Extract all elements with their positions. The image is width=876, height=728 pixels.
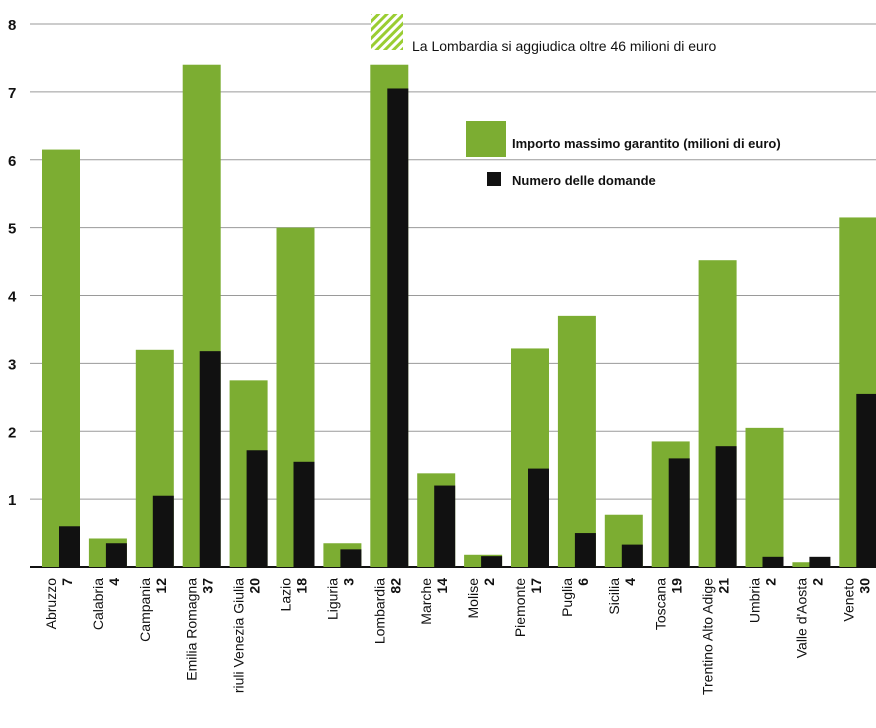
bar-importo-abruzzo <box>42 149 80 567</box>
bar-domande-trentino-alto-adige <box>715 446 737 567</box>
annotation: La Lombardia si aggiudica oltre 46 milio… <box>371 14 717 54</box>
legend-swatch-domande <box>487 172 501 186</box>
y-tick-label: 3 <box>8 356 16 373</box>
bar-domande-lazio <box>293 461 315 567</box>
x-label-friuli-venezia-giulia: riuli Venezia Giulia <box>231 578 247 693</box>
annotation-text: La Lombardia si aggiudica oltre 46 milio… <box>412 38 717 54</box>
bar-domande-lombardia <box>387 88 409 567</box>
x-label-lazio: Lazio <box>278 578 294 612</box>
x-label-puglia: Puglia <box>559 578 575 617</box>
legend-swatch-importo <box>466 121 506 157</box>
y-tick-label: 6 <box>8 153 16 170</box>
x-label-emilia-romagna: Emilia Romagna <box>184 578 200 681</box>
x-count-puglia: 6 <box>575 578 591 586</box>
bar-domande-sicilia <box>621 544 643 567</box>
x-label-umbria: Umbria <box>747 578 763 623</box>
x-axis-labels: Abruzzo 7 Calabria 4 Campania 12 Emilia Romagn… <box>43 578 872 695</box>
x-label-piemonte: Piemonte <box>512 578 528 637</box>
x-count-marche: 14 <box>434 578 450 594</box>
x-count-calabria: 4 <box>106 578 122 586</box>
x-count-sicilia: 4 <box>622 578 638 586</box>
legend-label-domande: Numero delle domande <box>512 173 656 188</box>
x-label-toscana: Toscana <box>653 578 669 630</box>
x-count-emilia-romagna: 37 <box>200 578 216 594</box>
x-label-veneto: Veneto <box>840 578 856 622</box>
x-count-lombardia: 82 <box>387 578 403 594</box>
bar-domande-puglia <box>574 533 596 567</box>
bar-domande-emilia-romagna <box>199 351 221 567</box>
y-tick-label: 5 <box>8 221 16 238</box>
x-count-trentino-alto-adige: 21 <box>716 578 732 594</box>
bar-domande-veneto <box>856 393 876 567</box>
x-count-abruzzo: 7 <box>59 578 75 586</box>
bar-domande-molise <box>481 556 503 567</box>
x-count-friuli-venezia-giulia: 20 <box>247 578 263 594</box>
y-tick-label: 4 <box>8 289 17 306</box>
x-label-liguria: Liguria <box>324 578 340 620</box>
x-count-umbria: 2 <box>763 578 779 586</box>
bar-domande-friuli-venezia-giulia <box>246 450 268 567</box>
x-label-campania: Campania <box>137 578 153 642</box>
x-label-lombardia: Lombardia <box>371 578 387 644</box>
x-label-molise: Molise <box>465 578 481 619</box>
x-count-veneto: 30 <box>856 578 872 594</box>
bar-domande-valle-d-aosta <box>809 556 831 567</box>
bar-domande-calabria <box>105 543 127 567</box>
x-label-sicilia: Sicilia <box>606 578 622 615</box>
x-count-piemonte: 17 <box>528 578 544 594</box>
y-tick-label: 8 <box>8 17 16 34</box>
legend: Importo massimo garantito (milioni di eu… <box>466 121 781 188</box>
bar-domande-marche <box>434 485 456 567</box>
bar-domande-piemonte <box>528 468 549 567</box>
x-label-abruzzo: Abruzzo <box>43 578 59 630</box>
y-tick-label: 2 <box>8 424 16 441</box>
x-count-molise: 2 <box>481 578 497 586</box>
x-count-valle-d-aosta: 2 <box>809 578 825 586</box>
bar-domande-liguria <box>340 549 362 567</box>
x-label-trentino-alto-adige: Trentino Alto Adige <box>700 578 716 695</box>
x-count-campania: 12 <box>153 578 169 594</box>
y-tick-label: 1 <box>8 492 16 509</box>
bars <box>42 64 876 567</box>
bar-domande-campania <box>152 495 174 567</box>
x-label-marche: Marche <box>418 578 434 625</box>
x-label-valle-d-aosta: Valle d'Aosta <box>793 578 809 658</box>
x-count-toscana: 19 <box>669 578 685 594</box>
annotation-hatch-swatch <box>371 14 403 50</box>
legend-label-importo: Importo massimo garantito (milioni di eu… <box>512 136 781 151</box>
x-label-calabria: Calabria <box>90 578 106 630</box>
x-count-liguria: 3 <box>340 578 356 586</box>
y-tick-label: 7 <box>8 85 16 102</box>
bar-importo-umbria <box>745 427 784 567</box>
bar-domande-abruzzo <box>59 526 80 567</box>
y-axis-ticks: 1 2 3 4 5 6 7 8 <box>8 17 17 509</box>
bar-domande-toscana <box>668 458 690 567</box>
bar-importo-puglia <box>557 315 596 567</box>
bar-domande-umbria <box>762 556 784 567</box>
x-count-lazio: 18 <box>294 578 310 594</box>
